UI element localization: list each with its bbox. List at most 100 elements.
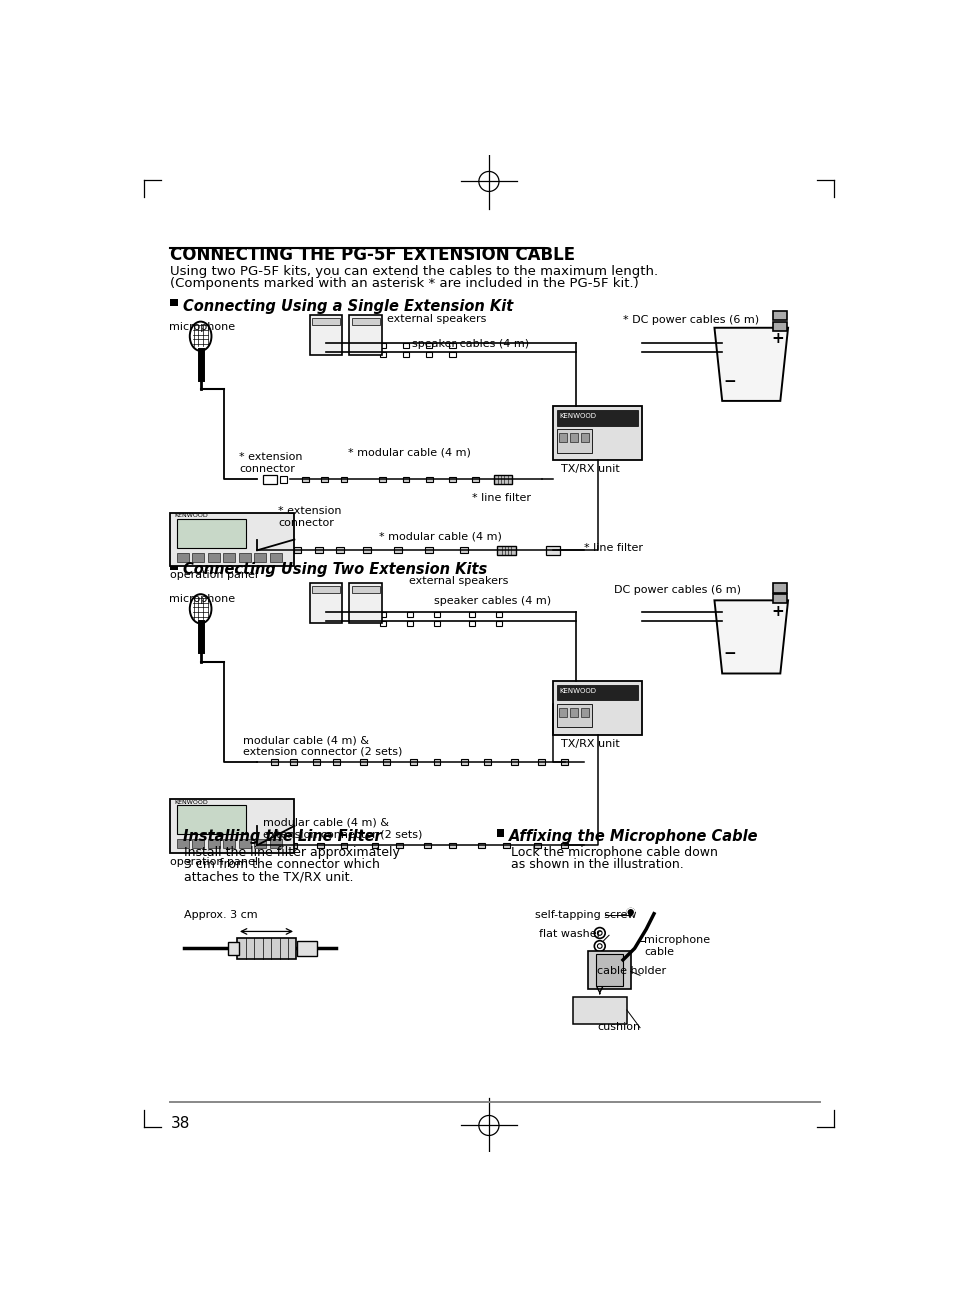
Text: cushion: cushion (597, 1021, 639, 1031)
Text: * modular cable (4 m): * modular cable (4 m) (348, 448, 470, 457)
Bar (192, 553, 204, 562)
Bar (433, 760, 440, 765)
Bar (271, 760, 277, 765)
Bar (410, 760, 416, 765)
Bar (570, 708, 578, 717)
Bar (572, 996, 626, 1024)
Text: Affixing the Microphone Cable: Affixing the Microphone Cable (509, 829, 758, 844)
Bar (238, 839, 251, 849)
Bar (176, 553, 189, 562)
Text: * modular cable (4 m): * modular cable (4 m) (378, 532, 501, 542)
Text: microphone
cable: microphone cable (643, 936, 709, 956)
Bar (253, 553, 266, 562)
Bar (449, 343, 456, 348)
Bar (395, 842, 403, 848)
Bar (371, 842, 378, 848)
Bar (321, 476, 328, 483)
Text: as shown in the illustration.: as shown in the illustration. (510, 858, 682, 871)
Bar (425, 476, 433, 483)
Bar (772, 322, 785, 331)
Bar (313, 760, 320, 765)
Bar (534, 842, 540, 848)
Text: +: + (770, 604, 783, 619)
Bar (280, 476, 286, 483)
Bar (335, 547, 344, 554)
Bar (208, 553, 220, 562)
Bar (772, 584, 785, 593)
Bar (171, 512, 294, 567)
Bar (434, 612, 439, 616)
Text: * extension
connector: * extension connector (278, 506, 341, 528)
Text: speaker cables (4 m): speaker cables (4 m) (434, 597, 551, 607)
Text: 3 cm from the connector which: 3 cm from the connector which (184, 858, 380, 871)
Text: Connecting Using a Single Extension Kit: Connecting Using a Single Extension Kit (183, 299, 513, 313)
Text: modular cable (4 m) &
extension connector (2 sets): modular cable (4 m) & extension connecto… (262, 818, 421, 839)
Polygon shape (714, 600, 787, 673)
Bar (596, 954, 622, 986)
Bar (496, 612, 501, 616)
Bar (483, 760, 491, 765)
Bar (266, 546, 282, 555)
Bar (468, 621, 475, 626)
Text: * extension
connector: * extension connector (239, 453, 302, 474)
Bar (472, 476, 478, 483)
Bar (560, 760, 568, 765)
Bar (503, 842, 510, 848)
Text: external speakers: external speakers (387, 314, 486, 324)
Bar (379, 621, 385, 626)
Text: KENWOOD: KENWOOD (174, 800, 208, 805)
Bar (223, 553, 235, 562)
Bar (379, 612, 385, 616)
Bar (772, 311, 785, 320)
Text: Installing the Line Filter: Installing the Line Filter (183, 829, 381, 844)
Bar (310, 316, 342, 356)
Bar (402, 343, 409, 348)
Bar (176, 839, 189, 849)
Bar (349, 316, 381, 356)
Bar (176, 519, 246, 547)
Polygon shape (714, 327, 787, 401)
Bar (379, 352, 385, 357)
Bar (340, 476, 347, 483)
Bar (402, 476, 409, 483)
Bar (290, 842, 296, 848)
Bar (270, 839, 282, 849)
Bar (294, 547, 301, 554)
Bar (349, 584, 381, 624)
Bar (379, 476, 386, 483)
Bar (557, 430, 592, 453)
Text: * DC power cables (6 m): * DC power cables (6 m) (622, 316, 759, 325)
Bar (171, 829, 178, 837)
Bar (315, 547, 323, 554)
Bar (208, 839, 220, 849)
Bar (236, 938, 295, 959)
Bar (363, 547, 371, 554)
Bar (171, 299, 178, 307)
Bar (333, 760, 339, 765)
Text: Lock the microphone cable down: Lock the microphone cable down (510, 846, 717, 859)
Bar (493, 475, 512, 484)
Bar (223, 839, 235, 849)
Bar (570, 433, 578, 443)
Bar (238, 553, 251, 562)
Circle shape (274, 818, 291, 833)
Text: Approx. 3 cm: Approx. 3 cm (184, 910, 257, 920)
Bar (228, 942, 238, 955)
Bar (394, 547, 402, 554)
Text: KENWOOD: KENWOOD (174, 514, 208, 518)
Bar (310, 584, 342, 624)
Text: (Components marked with an asterisk * are included in the PG-5F kit.): (Components marked with an asterisk * ar… (171, 277, 639, 290)
Bar (192, 839, 204, 849)
Text: operation panel: operation panel (171, 857, 258, 867)
Text: operation panel: operation panel (171, 571, 258, 580)
Bar (478, 842, 485, 848)
Text: Install the line filter approximately: Install the line filter approximately (184, 846, 400, 859)
Bar (406, 612, 413, 616)
Bar (171, 562, 178, 569)
Bar (263, 475, 277, 484)
Bar (312, 318, 340, 326)
Circle shape (626, 908, 634, 916)
Bar (425, 547, 433, 554)
Bar (271, 842, 277, 848)
Text: attaches to the TX/RX unit.: attaches to the TX/RX unit. (184, 871, 354, 884)
